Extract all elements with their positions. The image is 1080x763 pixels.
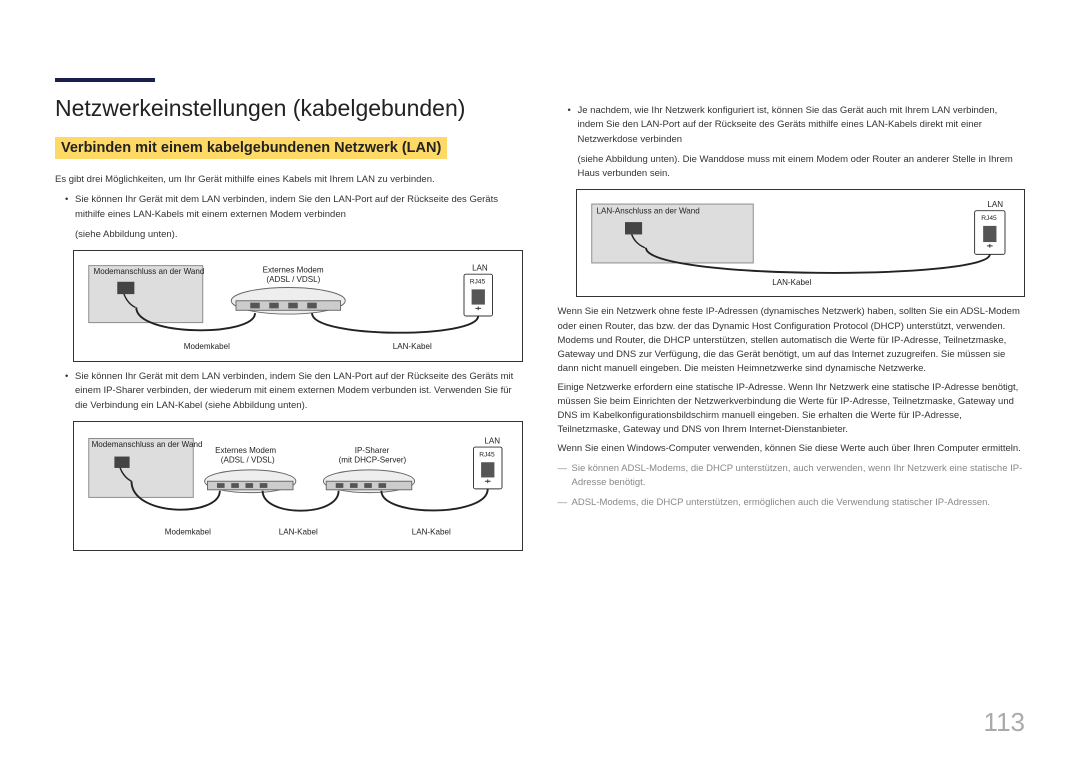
svg-text:LAN-Kabel: LAN-Kabel (393, 342, 432, 351)
svg-text:Modemkabel: Modemkabel (184, 342, 230, 351)
right-column: Je nachdem, wie Ihr Netzwerk konfigurier… (558, 40, 1026, 559)
accent-bar (55, 78, 155, 82)
svg-text:Modemanschluss an der Wand: Modemanschluss an der Wand (92, 440, 203, 449)
svg-text:RJ45: RJ45 (981, 215, 997, 222)
d1-wall-label: Modemanschluss an der Wand (94, 267, 205, 276)
svg-text:RJ45: RJ45 (479, 451, 495, 458)
bullet-2: Sie können Ihr Gerät mit dem LAN verbind… (55, 370, 523, 413)
svg-text:Externes Modem: Externes Modem (263, 265, 324, 274)
diagram-2: Modemanschluss an der Wand Externes Mode… (73, 421, 523, 551)
intro-text: Es gibt drei Möglichkeiten, um Ihr Gerät… (55, 173, 523, 187)
diagram-3: LAN-Anschluss an der Wand LAN RJ45 LAN-K… (576, 189, 1026, 297)
note-2: ADSL-Modems, die DHCP unterstützen, ermö… (558, 496, 1026, 510)
section-heading: Verbinden mit einem kabelgebundenen Netz… (55, 137, 447, 159)
svg-text:LAN-Kabel: LAN-Kabel (279, 527, 318, 536)
svg-text:LAN-Kabel: LAN-Kabel (412, 527, 451, 536)
page-number: 113 (984, 707, 1025, 738)
paragraph-3: Wenn Sie einen Windows-Computer verwende… (558, 442, 1026, 456)
svg-text:LAN-Anschluss an der Wand: LAN-Anschluss an der Wand (596, 207, 699, 216)
paragraph-1: Wenn Sie ein Netzwerk ohne feste IP-Adre… (558, 305, 1026, 376)
bullet-3-sub: (siehe Abbildung unten). Die Wanddose mu… (558, 153, 1026, 182)
paragraph-2: Einige Netzwerke erfordern eine statisch… (558, 381, 1026, 438)
svg-text:LAN: LAN (987, 200, 1003, 209)
svg-text:(mit DHCP-Server): (mit DHCP-Server) (339, 455, 407, 464)
bullet-3: Je nachdem, wie Ihr Netzwerk konfigurier… (558, 104, 1026, 147)
svg-text:IP-Sharer: IP-Sharer (355, 446, 390, 455)
page-content: Netzwerkeinstellungen (kabelgebunden) Ve… (0, 0, 1080, 589)
svg-text:LAN: LAN (472, 263, 488, 272)
svg-text:Externes Modem: Externes Modem (215, 446, 276, 455)
bullet-1: Sie können Ihr Gerät mit dem LAN verbind… (55, 193, 523, 222)
svg-text:RJ45: RJ45 (470, 279, 486, 286)
svg-text:(ADSL / VDSL): (ADSL / VDSL) (221, 455, 275, 464)
left-column: Netzwerkeinstellungen (kabelgebunden) Ve… (55, 40, 523, 559)
bullet-1-sub: (siehe Abbildung unten). (55, 228, 523, 242)
diagram-1: Modemanschluss an der Wand Externes Mode… (73, 250, 523, 362)
svg-text:Modemkabel: Modemkabel (165, 527, 211, 536)
svg-text:(ADSL / VDSL): (ADSL / VDSL) (266, 275, 320, 284)
svg-text:LAN: LAN (484, 436, 500, 445)
svg-text:LAN-Kabel: LAN-Kabel (772, 278, 811, 287)
page-title: Netzwerkeinstellungen (kabelgebunden) (55, 95, 523, 122)
note-1: Sie können ADSL-Modems, die DHCP unterst… (558, 462, 1026, 491)
